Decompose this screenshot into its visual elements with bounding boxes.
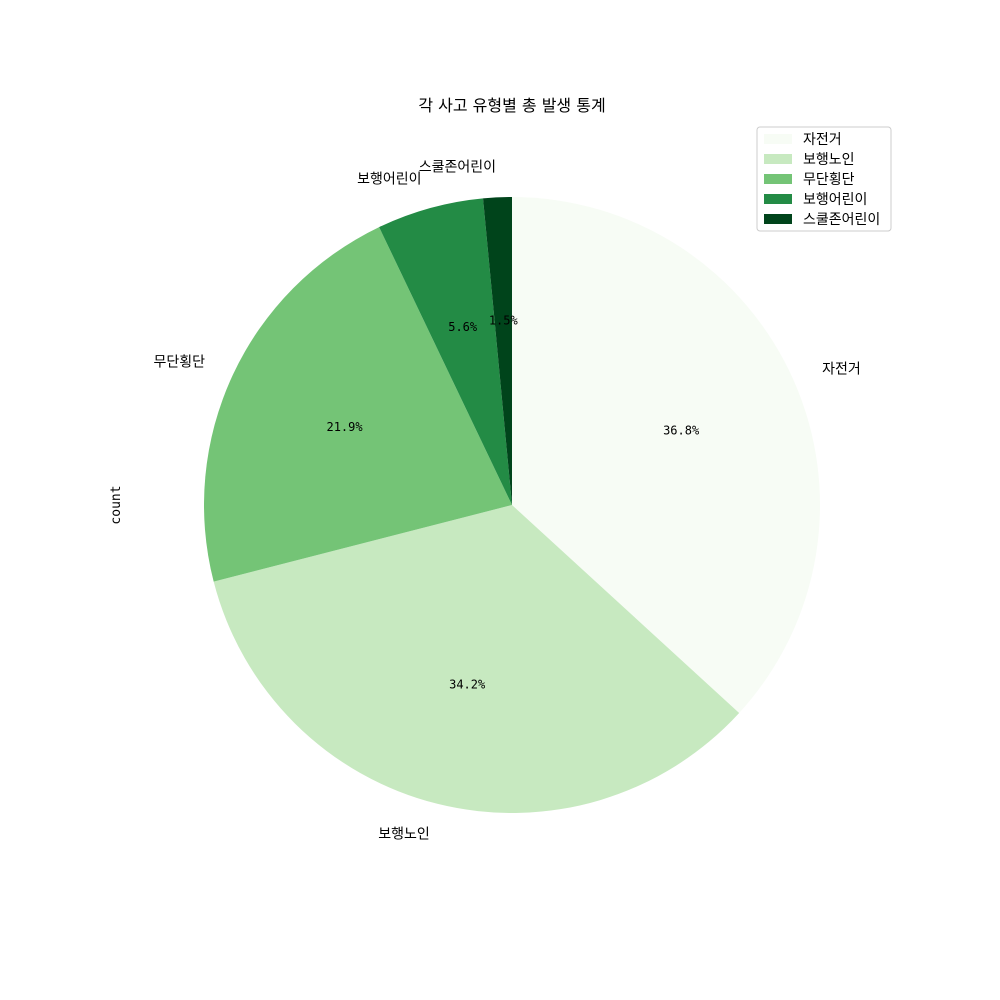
legend-label: 자전거 bbox=[803, 132, 842, 148]
pie-slice bbox=[213, 505, 740, 813]
legend-frame bbox=[756, 126, 892, 232]
category-label: 자전거 bbox=[822, 361, 861, 377]
percent-label: 5.6% bbox=[448, 320, 478, 334]
legend-swatch bbox=[764, 154, 792, 164]
category-label: 무단횡단 bbox=[153, 355, 205, 371]
percent-labels: 36.8% 34.2% 21.9% 5.6% 1.5% bbox=[326, 313, 699, 691]
chart-title: 각 사고 유형별 총 발생 통계 bbox=[418, 96, 605, 115]
pie-slice bbox=[512, 197, 821, 714]
percent-label: 21.9% bbox=[326, 420, 363, 434]
legend-swatch bbox=[764, 194, 792, 204]
percent-label: 34.2% bbox=[449, 677, 486, 691]
percent-label: 1.5% bbox=[489, 313, 519, 327]
legend-label: 보행어린이 bbox=[803, 192, 867, 208]
pie-slice bbox=[379, 198, 512, 505]
legend-swatch bbox=[764, 214, 792, 224]
y-axis-label: count bbox=[109, 485, 124, 524]
category-label: 보행노인 bbox=[378, 827, 430, 843]
pie-slices bbox=[204, 197, 821, 813]
percent-label: 36.8% bbox=[663, 424, 700, 438]
legend-swatch bbox=[764, 174, 792, 184]
legend-label: 무단횡단 bbox=[803, 172, 855, 188]
category-label: 보행어린이 bbox=[357, 171, 421, 187]
legend-label: 보행노인 bbox=[803, 152, 855, 168]
category-label: 스쿨존어린이 bbox=[419, 160, 496, 176]
pie-slice bbox=[204, 227, 512, 582]
pie-slice bbox=[483, 197, 512, 505]
legend-label: 스쿨존어린이 bbox=[803, 212, 880, 228]
legend-swatch bbox=[764, 134, 792, 144]
